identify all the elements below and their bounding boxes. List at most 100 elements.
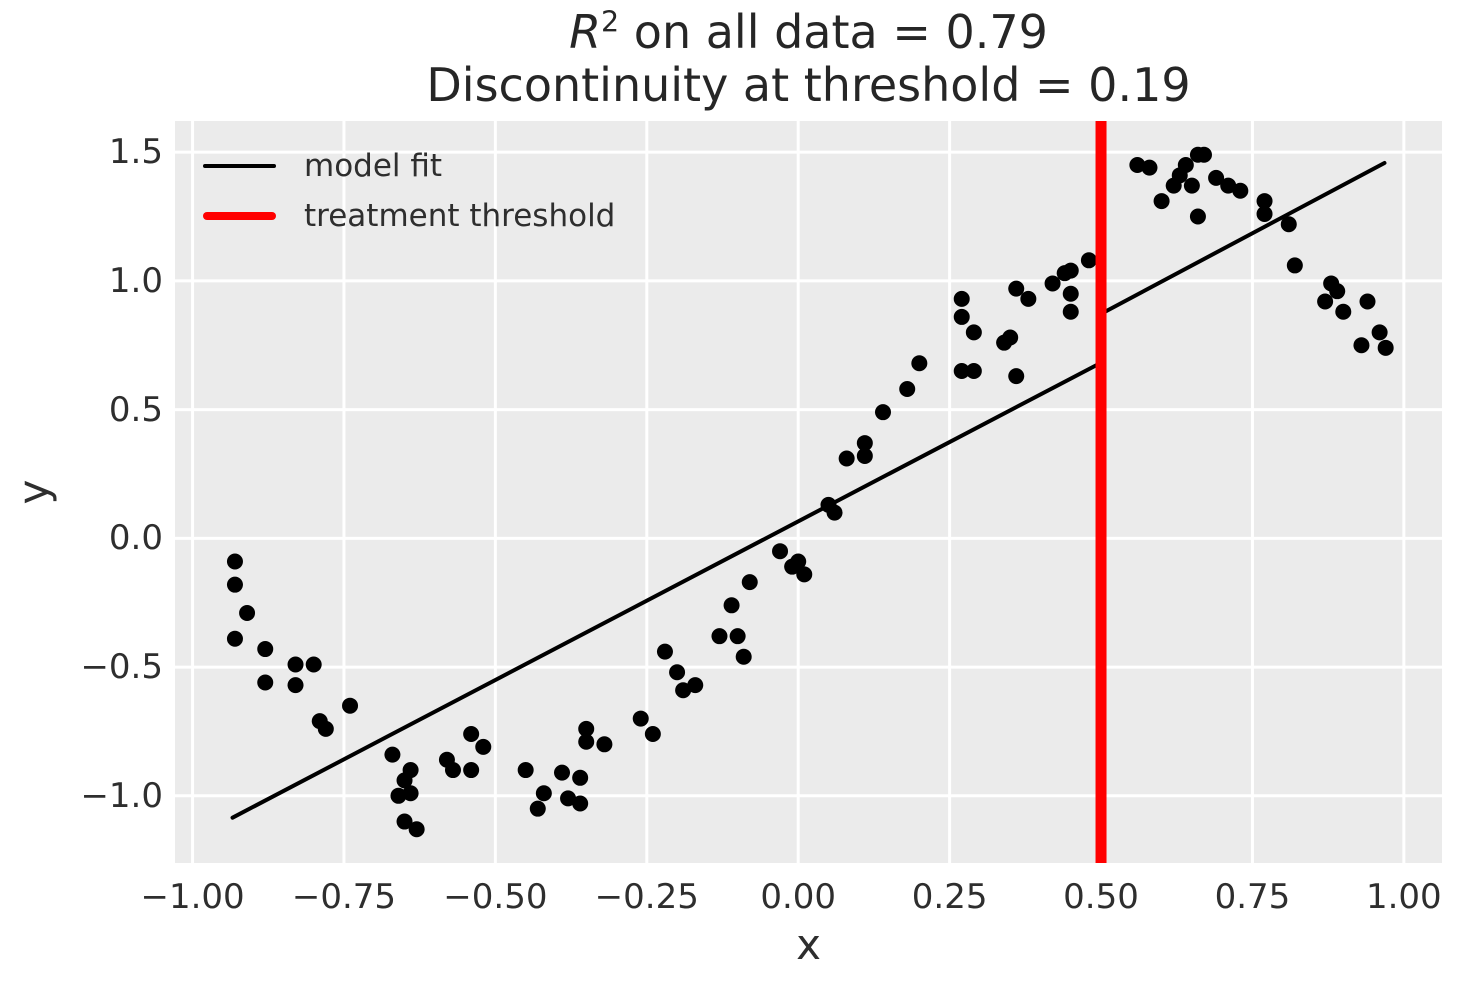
scatter-point [578,733,595,750]
scatter-point [578,720,595,737]
model-fit-line [1099,160,1387,316]
scatter-point [953,362,970,379]
scatter-point [226,630,243,647]
x-tick-label: −0.25 [594,877,699,917]
scatter-point [874,404,891,421]
scatter-point [953,290,970,307]
x-tick-label: 0.75 [1214,877,1291,917]
scatter-point [560,790,577,807]
x-tick-label: 0.00 [760,877,837,917]
model-fit-line [230,360,1104,820]
scatter-point [1371,324,1388,341]
x-tick-label: −0.75 [291,877,397,917]
scatter-point [396,772,413,789]
scatter-point [1232,182,1249,199]
scatter-point [1062,285,1079,302]
scatter-point [741,574,758,591]
x-tick-label: 1.00 [1365,877,1442,917]
scatter-point [1062,303,1079,320]
scatter-point [856,435,873,452]
scatter-point [826,504,843,521]
legend-label: treatment threshold [304,198,616,234]
legend-line-sample [203,164,276,168]
scatter-point [911,355,928,372]
y-tick-label: 1.5 [108,132,163,173]
scatter-point [1177,157,1194,174]
x-axis-label: x [796,920,821,969]
scatter-point [965,324,982,341]
scatter-point [644,726,661,743]
scatter-point [1317,293,1334,310]
scatter-point [1359,293,1376,310]
scatter-point [572,795,589,812]
scatter-point [1286,257,1303,274]
scatter-point [444,762,461,779]
scatter-point [735,648,752,665]
scatter-point [687,677,704,694]
r-squared-symbol: R [569,5,602,59]
scatter-point [1141,159,1158,176]
x-tick-label: −0.50 [443,877,548,917]
scatter-point [772,543,789,560]
scatter-point [1377,339,1394,356]
scatter-point [226,576,243,593]
chart-title: R2 on all data = 0.79 Discontinuity at t… [175,6,1442,112]
scatter-point [408,821,425,838]
scatter-point [287,656,304,673]
scatter-point [723,597,740,614]
scatter-point [953,308,970,325]
y-tick-label: 1.0 [108,260,163,301]
legend: model fit treatment threshold [203,141,615,241]
y-tick-label: −1.0 [80,775,163,816]
scatter-point [675,682,692,699]
scatter-point [899,381,916,398]
scatter-point [1062,262,1079,279]
scatter-point [1256,193,1273,210]
legend-line-sample [203,212,276,220]
x-tick-label: 0.25 [911,877,988,917]
scatter-point [396,813,413,830]
scatter-point [517,762,534,779]
scatter-point [1044,275,1061,292]
scatter-point [317,720,334,737]
legend-entry: model fit [203,141,615,191]
scatter-point [554,764,571,781]
scatter-point [1183,177,1200,194]
scatter-point [965,362,982,379]
scatter-point [535,785,552,802]
scatter-point [226,553,243,570]
x-tick-label: −1.00 [140,877,245,917]
scatter-point [1335,303,1352,320]
scatter-point [257,641,274,658]
scatter-point [1020,290,1037,307]
scatter-point [342,697,359,714]
scatter-point [463,762,480,779]
scatter-point [1280,216,1297,233]
scatter-point [572,769,589,786]
scatter-point [239,605,256,622]
y-tick-label: −0.5 [80,647,163,688]
scatter-point [1153,193,1170,210]
scatter-point [1002,329,1019,346]
scatter-point [402,785,419,802]
scatter-point [1220,177,1237,194]
scatter-point [729,628,746,645]
scatter-point [632,710,649,727]
scatter-point [596,736,613,753]
title-line1-text: on all data = 0.79 [619,5,1048,59]
scatter-point [1208,169,1225,186]
y-tick-label: 0.0 [108,518,163,559]
scatter-point [856,447,873,464]
scatter-point [656,643,673,660]
scatter-point [287,677,304,694]
scatter-point [1256,205,1273,222]
scatter-point [1329,283,1346,300]
scatter-point [1165,177,1182,194]
scatter-point [711,628,728,645]
y-tick-label: 0.5 [108,389,163,430]
scatter-point [1189,208,1206,225]
scatter-point [1008,280,1025,297]
scatter-point [669,664,686,681]
